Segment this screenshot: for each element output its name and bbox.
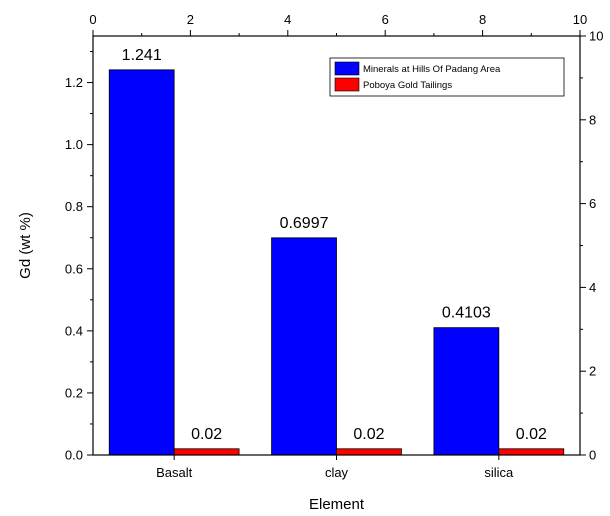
y-tick-label-6: 1.2 xyxy=(65,75,83,90)
bars-layer xyxy=(108,69,565,456)
legend-swatch-minerals xyxy=(334,61,360,76)
y-tick-label-2: 0.4 xyxy=(65,323,83,338)
y-tick-label-3: 0.6 xyxy=(65,261,83,276)
bar-silica-series-1 xyxy=(498,448,565,456)
y-tick-label-0: 0.0 xyxy=(65,448,83,463)
y-tick-label-5: 1.0 xyxy=(65,137,83,152)
x-tick-label-silica: silica xyxy=(484,465,514,480)
bar-basalt-series-1 xyxy=(173,448,240,456)
top-tick-label-1: 2 xyxy=(187,12,194,27)
bar-clay-series-1 xyxy=(336,448,402,456)
data-label-clay-series-0: 0.6997 xyxy=(280,215,329,232)
right-tick-label-1: 2 xyxy=(589,364,596,379)
data-label-clay-series-1: 0.02 xyxy=(353,426,384,443)
data-label-basalt-series-1: 0.02 xyxy=(191,426,222,443)
top-tick-label-4: 8 xyxy=(479,12,486,27)
data-label-silica-series-0: 0.4103 xyxy=(442,305,491,322)
legend-swatch-poboya xyxy=(334,77,360,92)
top-tick-label-5: 10 xyxy=(573,12,587,27)
y-axis-title: Gd (wt %) xyxy=(17,212,34,279)
data-label-silica-series-1: 0.02 xyxy=(516,426,547,443)
right-tick-label-3: 6 xyxy=(589,196,596,211)
legend-label-poboya: Poboya Gold Tailings xyxy=(363,80,452,91)
y-tick-label-4: 0.8 xyxy=(65,199,83,214)
data-labels-layer: 1.241 0.02 0.6997 0.02 0.4103 0.02 xyxy=(122,47,547,443)
x-axis-title: Element xyxy=(309,496,365,513)
right-tick-label-2: 4 xyxy=(589,280,596,295)
bar-basalt-series-0 xyxy=(108,69,175,456)
top-tick-label-0: 0 xyxy=(89,12,96,27)
x-tick-label-clay: clay xyxy=(325,465,349,480)
bar-silica-series-0 xyxy=(433,327,500,456)
bar-clay-series-0 xyxy=(271,237,337,456)
top-tick-label-2: 4 xyxy=(284,12,291,27)
legend-box xyxy=(329,57,565,97)
axes-layer: Basalt clay silica 0.0 0.2 0.4 0.6 0.8 1.0 1.2 0 2 4… xyxy=(65,12,604,480)
top-tick-label-3: 6 xyxy=(382,12,389,27)
right-tick-label-4: 8 xyxy=(589,112,596,127)
right-tick-label-5: 10 xyxy=(589,29,603,44)
legend: Minerals at Hills Of Padang Area Poboya … xyxy=(329,57,565,97)
right-tick-label-0: 0 xyxy=(589,448,596,463)
x-tick-label-basalt: Basalt xyxy=(156,465,193,480)
y-tick-label-1: 0.2 xyxy=(65,385,83,400)
data-label-basalt-series-0: 1.241 xyxy=(122,47,162,64)
legend-label-minerals: Minerals at Hills Of Padang Area xyxy=(363,64,501,75)
